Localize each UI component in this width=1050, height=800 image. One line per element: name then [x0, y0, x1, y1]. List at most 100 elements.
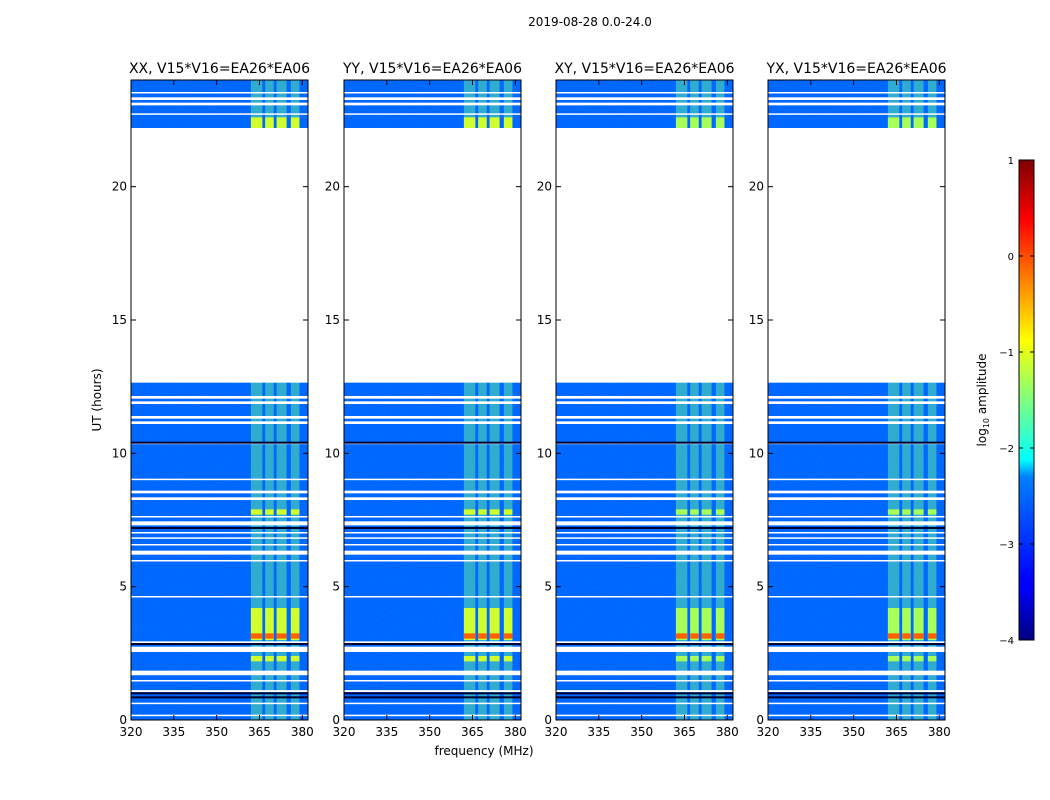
rfi-peak-cell [690, 633, 699, 639]
panel-title: XX, V15*V16=EA26*EA06 [129, 61, 310, 77]
flagged-row [344, 641, 521, 644]
rfi-bright-cell [902, 608, 911, 640]
flagged-row [768, 560, 945, 562]
flagged-row [556, 537, 733, 539]
rfi-bright-cell [675, 656, 688, 662]
flagged-row [344, 102, 521, 106]
rfi-bright-cell [290, 117, 300, 128]
rfi-bright-cell [463, 608, 476, 640]
flagged-dark-row [556, 527, 733, 529]
rfi-bright-cell [463, 656, 476, 662]
flagged-row [344, 478, 521, 481]
flagged-dark-row [768, 441, 945, 444]
rfi-bright-cell [690, 117, 699, 128]
y-tick-label: 5 [332, 580, 340, 594]
flagged-row [131, 670, 308, 676]
colorbar-label-sub: 10 [982, 418, 991, 428]
rfi-bright-cell [478, 117, 487, 128]
flagged-row [768, 544, 945, 546]
flagged-row [344, 421, 521, 424]
rfi-peak-cell [887, 633, 900, 639]
flagged-row [556, 690, 733, 692]
flagged-dark-row [556, 643, 733, 645]
flagged-row [556, 532, 733, 534]
flagged-row [131, 641, 308, 644]
rfi-bright-cell [463, 117, 476, 128]
rfi-bright-cell [675, 117, 688, 128]
x-tick-label: 320 [757, 725, 780, 739]
flagged-row [131, 702, 308, 705]
flagged-row [344, 537, 521, 539]
rfi-band [503, 80, 513, 720]
flagged-row [556, 670, 733, 676]
y-tick-label: 5 [544, 580, 552, 594]
rfi-bright-cell [913, 608, 924, 640]
rfi-bright-cell [887, 608, 900, 640]
x-tick-label: 320 [545, 725, 568, 739]
flagged-row [768, 521, 945, 526]
y-tick-label: 20 [537, 180, 552, 194]
colorbar-label-rest: amplitude [975, 354, 989, 418]
flagged-row [344, 490, 521, 494]
flagged-row [768, 690, 945, 692]
flagged-dark-row [131, 643, 308, 645]
flagged-row [556, 92, 733, 94]
rfi-bright-cell [489, 656, 500, 662]
rfi-bright-cell [276, 608, 287, 640]
axes-frame [555, 79, 734, 721]
rfi-bright-cell [265, 656, 274, 662]
flagged-row [556, 702, 733, 705]
flagged-row [768, 102, 945, 106]
rfi-band [463, 80, 476, 720]
flagged-row [768, 97, 945, 100]
rfi-bright-cell [902, 117, 911, 128]
rfi-peak-cell [675, 633, 688, 639]
rfi-bright-cell [489, 608, 500, 640]
rfi-bright-cell [489, 509, 500, 515]
rfi-bright-cell [701, 656, 712, 662]
flagged-row [556, 113, 733, 115]
x-tick-label: 365 [885, 725, 908, 739]
y-tick-label: 10 [325, 446, 340, 460]
flagged-row [131, 97, 308, 100]
flagged-dark-row [131, 527, 308, 529]
flagged-row [131, 421, 308, 424]
rfi-bright-cell [690, 509, 699, 515]
flagged-row [556, 544, 733, 546]
rfi-bright-cell [701, 509, 712, 515]
y-tick-label: 0 [756, 713, 764, 727]
rfi-bright-cell [478, 608, 487, 640]
y-tick-label: 5 [756, 580, 764, 594]
flagged-dark-row [556, 441, 733, 444]
flagged-row [344, 401, 521, 404]
flagged-dark-row [344, 527, 521, 529]
rfi-bright-cell [276, 656, 287, 662]
flagged-row [344, 702, 521, 705]
rfi-band [690, 80, 699, 720]
panel-title: YY, V15*V16=EA26*EA06 [342, 61, 522, 77]
flagged-row [556, 641, 733, 644]
flagged-row [131, 490, 308, 494]
rfi-bright-cell [265, 509, 274, 515]
rfi-bright-cell [250, 509, 263, 515]
flagged-row [768, 92, 945, 94]
flagged-row [131, 537, 308, 539]
flagged-row [556, 401, 733, 404]
flagged-dark-row [131, 441, 308, 444]
rfi-bright-cell [250, 656, 263, 662]
colorbar-frame [1018, 159, 1035, 641]
rfi-bright-cell [927, 117, 937, 128]
rfi-band [276, 80, 287, 720]
flagged-row [556, 421, 733, 424]
flagged-dark-row [768, 696, 945, 699]
y-tick-label: 10 [112, 446, 127, 460]
colorbar-tick-label: −3 [999, 540, 1014, 551]
flagged-row [768, 497, 945, 500]
flagged-row [344, 690, 521, 692]
colorbar-tick-label: 1 [1008, 156, 1014, 167]
data-gap [344, 128, 521, 383]
flagged-row [556, 596, 733, 598]
flagged-row [344, 521, 521, 526]
y-tick-label: 20 [112, 180, 127, 194]
